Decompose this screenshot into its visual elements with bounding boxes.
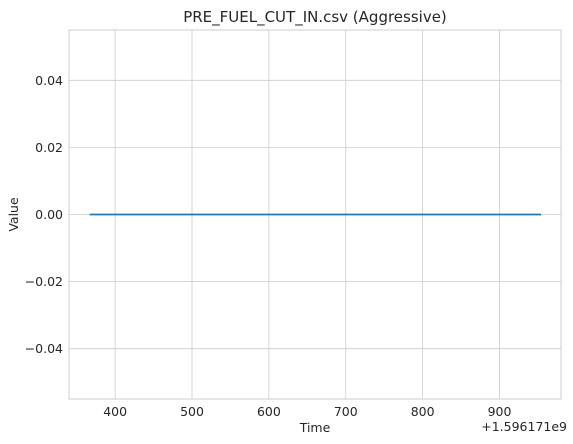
y-tick-label: 0.00 bbox=[35, 207, 63, 222]
chart-title: PRE_FUEL_CUT_IN.csv (Aggressive) bbox=[183, 8, 447, 27]
x-tick-label: 500 bbox=[180, 404, 204, 419]
y-axis-label: Value bbox=[6, 197, 21, 232]
y-tick-label: 0.04 bbox=[35, 73, 63, 88]
y-tick-labels: −0.04 −0.02 0.00 0.02 0.04 bbox=[25, 73, 63, 356]
x-tick-label: 800 bbox=[411, 404, 435, 419]
y-tick-label: −0.02 bbox=[25, 274, 63, 289]
x-axis-label: Time bbox=[299, 420, 331, 435]
y-tick-label: 0.02 bbox=[35, 140, 63, 155]
x-tick-label: 400 bbox=[103, 404, 127, 419]
x-tick-label: 600 bbox=[257, 404, 281, 419]
x-tick-label: 900 bbox=[488, 404, 512, 419]
y-tick-label: −0.04 bbox=[25, 341, 63, 356]
x-tick-labels: 400 500 600 700 800 900 bbox=[103, 404, 511, 419]
plot-frame bbox=[68, 29, 562, 400]
x-axis-offset-label: +1.596171e9 bbox=[481, 419, 567, 434]
x-tick-label: 700 bbox=[334, 404, 358, 419]
